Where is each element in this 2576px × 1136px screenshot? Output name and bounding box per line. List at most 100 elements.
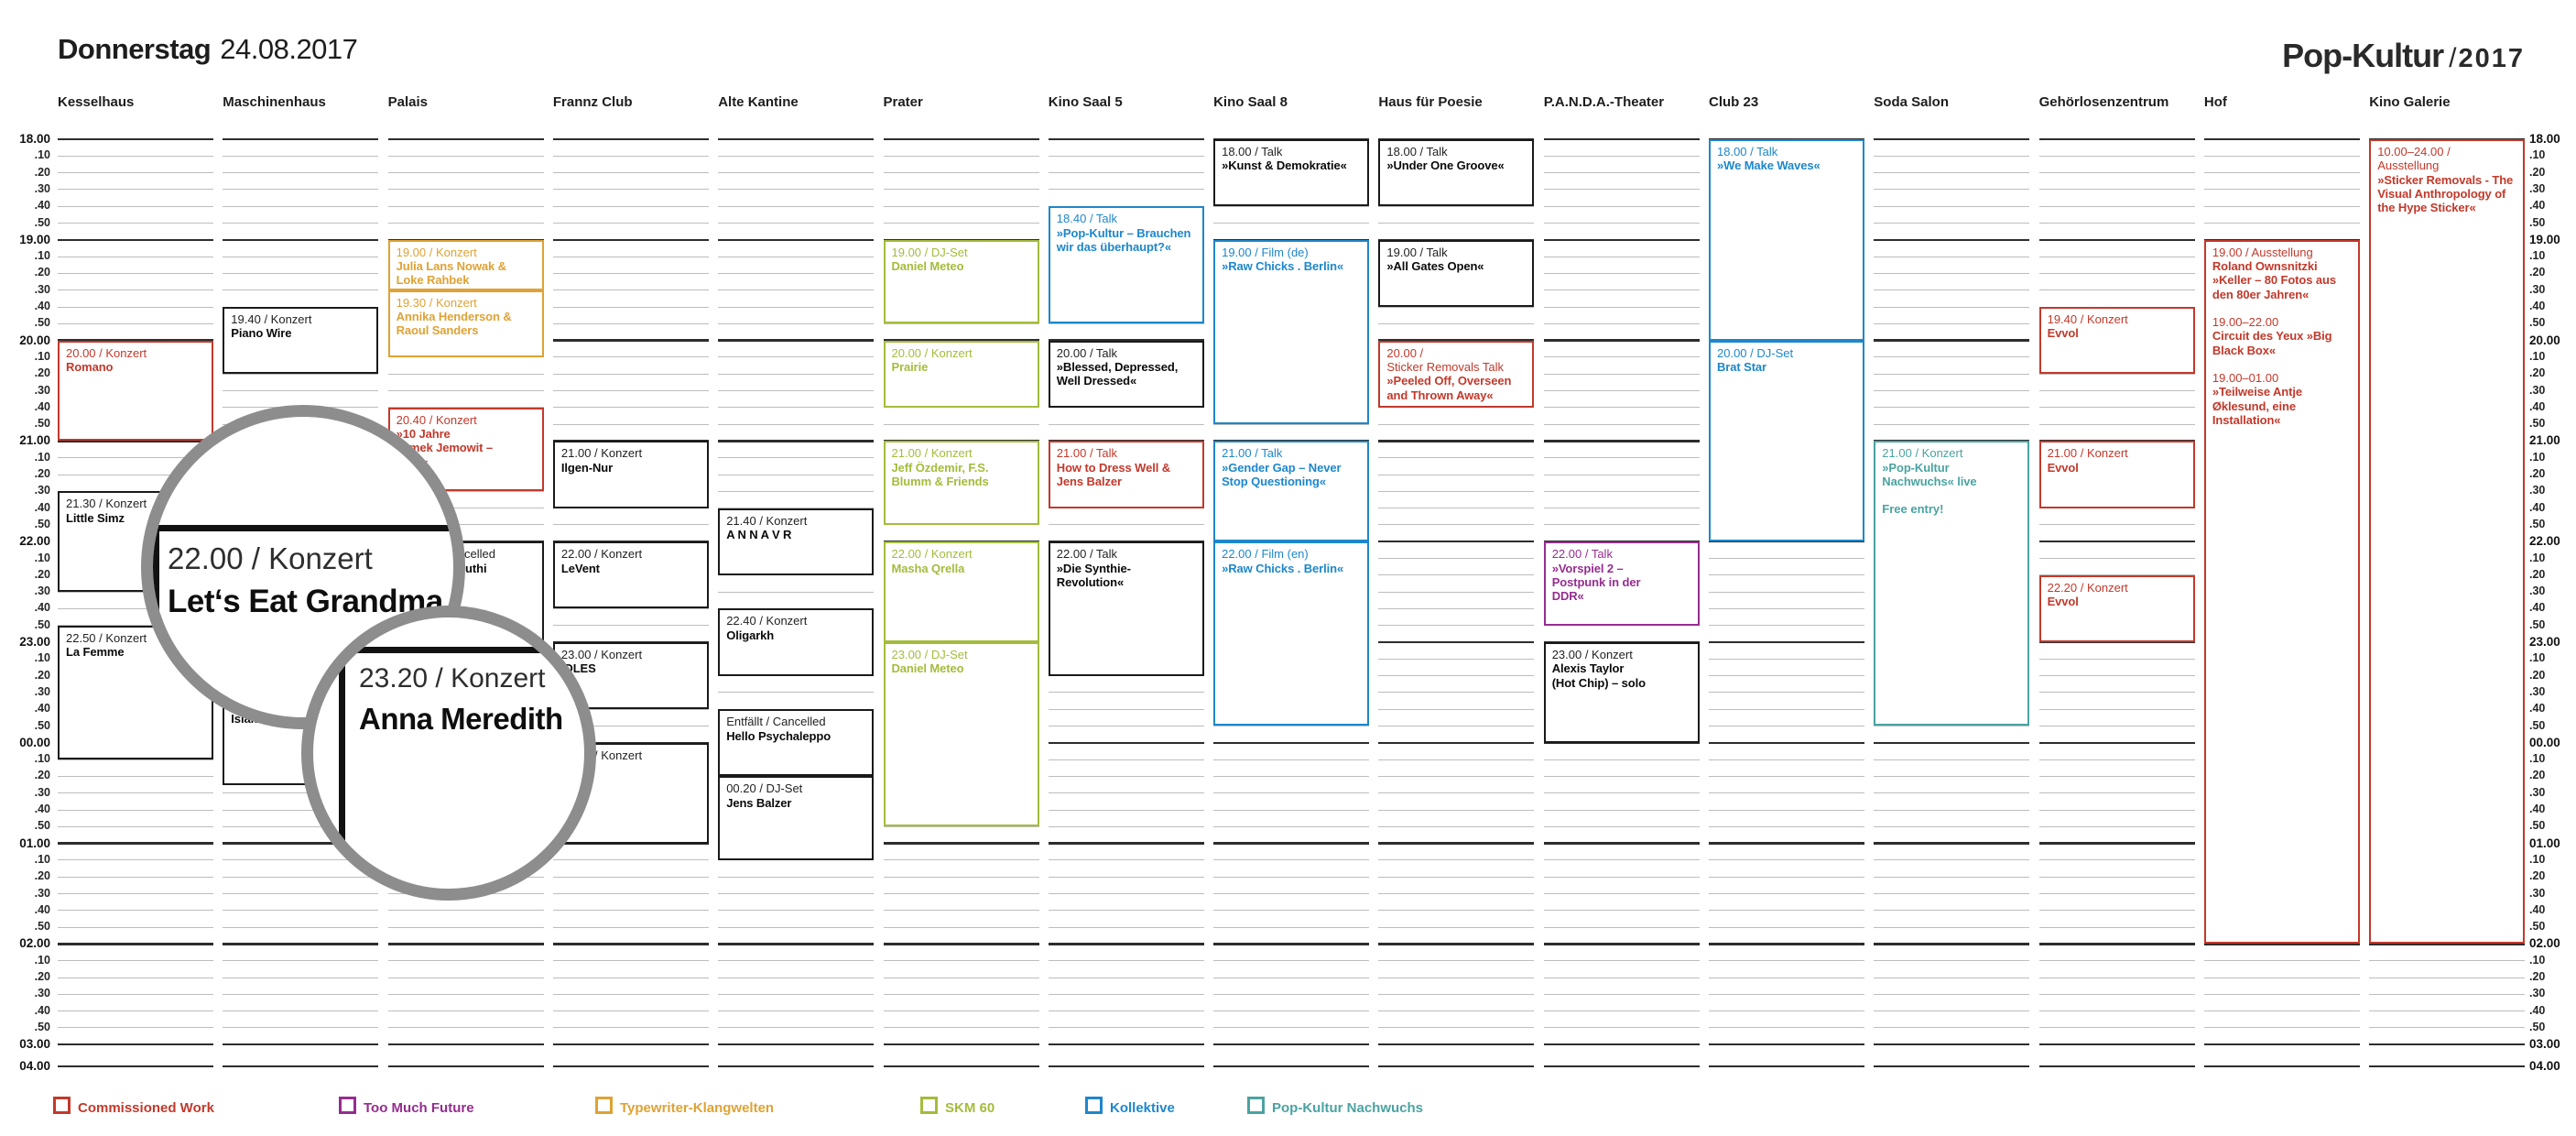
event-name: »All Gates Open« bbox=[1386, 259, 1484, 274]
grid-line bbox=[1709, 692, 1864, 694]
grid-line bbox=[1378, 943, 1535, 945]
time-label: .40 bbox=[2529, 500, 2546, 514]
grid-line bbox=[2369, 993, 2526, 995]
grid-line bbox=[1709, 842, 1864, 845]
grid-line bbox=[1543, 792, 1700, 794]
grid-line bbox=[552, 640, 709, 644]
event-time: 19.00 / Film (de) bbox=[1222, 245, 1309, 259]
grid-line bbox=[58, 792, 213, 794]
grid-line bbox=[1874, 1065, 2030, 1068]
grid-line bbox=[1378, 1065, 1535, 1068]
grid-line bbox=[883, 1027, 1039, 1029]
grid-line bbox=[1048, 322, 1204, 324]
grid-line bbox=[1213, 137, 1370, 141]
time-label: .30 bbox=[34, 584, 50, 598]
event-box: 21.00 / Konzert Jeff Özdemir, F.S. Blumm … bbox=[883, 441, 1039, 525]
grid-line bbox=[2038, 189, 2195, 191]
grid-line bbox=[2203, 1043, 2360, 1046]
grid-line bbox=[1378, 960, 1535, 962]
grid-line bbox=[387, 910, 544, 912]
time-label: 21.00 bbox=[2529, 433, 2560, 448]
event-box: 19.40 / Konzert Piano Wire bbox=[223, 307, 379, 375]
grid-line bbox=[58, 859, 213, 861]
grid-line bbox=[1543, 926, 1700, 928]
grid-line bbox=[1709, 876, 1864, 878]
grid-line bbox=[1378, 759, 1535, 760]
grid-line bbox=[1543, 1010, 1700, 1012]
legend-swatch bbox=[595, 1097, 613, 1114]
event-time: 21.40 / Konzert bbox=[726, 513, 808, 528]
grid-line bbox=[2369, 1065, 2526, 1068]
grid-line bbox=[1543, 859, 1700, 861]
grid-line bbox=[552, 322, 709, 324]
grid-line bbox=[1048, 859, 1204, 861]
grid-line bbox=[1709, 1043, 1864, 1046]
grid-line bbox=[1874, 339, 2030, 342]
time-label: 20.00 bbox=[19, 333, 50, 347]
grid-line bbox=[1378, 893, 1535, 894]
event-name: Brat Star bbox=[1717, 359, 1767, 374]
grid-line bbox=[718, 457, 875, 459]
grid-line bbox=[387, 524, 544, 526]
event-time: 22.00 / Talk bbox=[1551, 547, 1613, 562]
grid-line bbox=[1874, 423, 2030, 425]
event-box: 20.00 / DJ-Set Brat Star bbox=[1709, 340, 1864, 542]
grid-line bbox=[1874, 306, 2030, 308]
grid-line bbox=[58, 306, 213, 308]
event-time: 18.40 / Talk bbox=[1056, 212, 1118, 226]
time-label: .50 bbox=[34, 819, 50, 833]
grid-line bbox=[2038, 373, 2195, 375]
event-box: 21.00 / Konzert Evvol bbox=[2038, 441, 2195, 508]
time-label: 23.00 bbox=[19, 635, 50, 649]
grid-line bbox=[387, 943, 544, 945]
grid-line bbox=[1378, 692, 1535, 694]
grid-line bbox=[1543, 457, 1700, 459]
event-time: 22.00 / Konzert bbox=[891, 547, 973, 562]
grid-line bbox=[718, 574, 875, 576]
legend-item-blue: Kollektive bbox=[1085, 1097, 1175, 1116]
grid-line bbox=[58, 876, 213, 878]
grid-line bbox=[718, 893, 875, 894]
grid-line bbox=[223, 172, 379, 174]
event-time: 18.00 / Talk bbox=[1222, 145, 1283, 158]
grid-line bbox=[1048, 172, 1204, 174]
grid-line bbox=[1543, 825, 1700, 827]
time-label: .20 bbox=[34, 869, 50, 883]
time-label: .20 bbox=[2529, 970, 2546, 983]
event-segment: 19.00 / Ausstellung Roland Ownsnitzki »Ke… bbox=[2212, 246, 2352, 301]
grid-line bbox=[883, 993, 1039, 995]
event-segment: 19.00–22.00 Circuit des Yeux »Big Black B… bbox=[2212, 315, 2352, 357]
venue-header-soda-salon: Soda Salon bbox=[1874, 94, 1949, 110]
grid-line bbox=[718, 876, 875, 878]
grid-line bbox=[387, 993, 544, 995]
grid-line bbox=[58, 339, 213, 342]
logo-slash: / bbox=[2449, 43, 2457, 73]
grid-line bbox=[1048, 137, 1204, 141]
time-label: .10 bbox=[34, 852, 50, 866]
time-label: .20 bbox=[34, 366, 50, 380]
event-box: 19.40 / Konzert Evvol bbox=[2038, 307, 2195, 375]
legend-label: Pop-Kultur Nachwuchs bbox=[1272, 1100, 1424, 1116]
grid-line bbox=[2038, 692, 2195, 694]
grid-line bbox=[387, 205, 544, 207]
event-box: 21.40 / Konzert A N N A V R bbox=[718, 508, 875, 575]
event-time: 19.00 / Talk bbox=[1386, 245, 1448, 259]
grid-line bbox=[2203, 1065, 2360, 1068]
time-label: 00.00 bbox=[2529, 735, 2560, 749]
grid-line bbox=[2038, 440, 2195, 442]
grid-line bbox=[718, 407, 875, 409]
grid-line bbox=[2038, 926, 2195, 928]
legend-item-green: SKM 60 bbox=[920, 1097, 995, 1116]
event-time: 21.00 / Konzert bbox=[891, 446, 973, 461]
grid-line bbox=[1874, 223, 2030, 224]
grid-line bbox=[552, 1065, 709, 1068]
grid-line bbox=[552, 205, 709, 207]
event-name: »Raw Chicks . Berlin« bbox=[1222, 561, 1344, 575]
grid-line bbox=[1048, 524, 1204, 526]
grid-line bbox=[1874, 993, 2030, 995]
grid-line bbox=[2203, 172, 2360, 174]
grid-line bbox=[1213, 1010, 1370, 1012]
grid-line bbox=[1874, 943, 2030, 945]
event-name: »Blessed, Depressed, Well Dressed« bbox=[1056, 359, 1179, 388]
time-label: .40 bbox=[2529, 199, 2546, 213]
